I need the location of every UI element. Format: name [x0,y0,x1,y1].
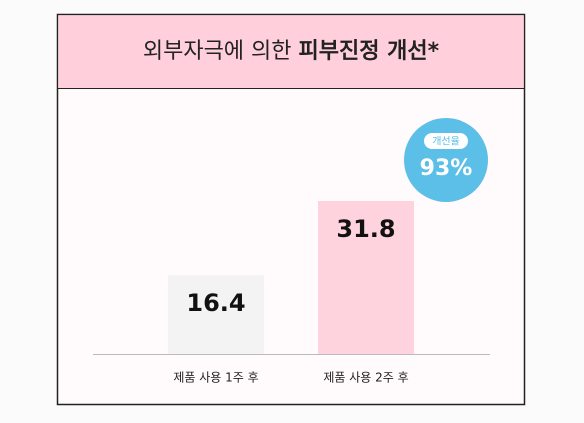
x-tick-label: 제품 사용 2주 후 [323,371,408,385]
bar [168,275,264,354]
value-label: 16.4 [186,289,245,317]
badge-pill [424,133,468,149]
bars: 16.4 제품 사용 1주 후 31.8 제품 사용 2주 후 [168,201,414,385]
badge-label: 개선율 [432,136,460,148]
value-label: 31.8 [336,215,395,243]
title-bold: 피부진정 개선* [299,39,440,64]
bar [318,201,414,354]
header-band [58,15,524,89]
title-regular: 외부자극에 의한 [143,39,292,64]
x-tick-label: 제품 사용 1주 후 [173,371,258,385]
chart-title: 외부자극에 의한 피부진정 개선* [143,39,440,64]
badge-value: 93% [420,156,473,181]
